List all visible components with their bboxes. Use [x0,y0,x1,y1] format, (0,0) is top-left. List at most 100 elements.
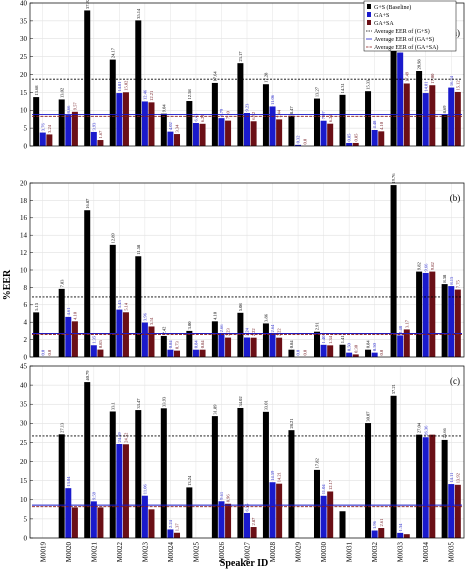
data-label-gasa: 2.22 [251,328,256,336]
data-label-gs: 2.91 [315,322,320,330]
bar-gasa [327,491,334,538]
x-tick-label: M0026 [218,542,226,563]
data-label-gs: 33.1 [110,402,115,410]
data-label-gasa: 4.10 [379,121,384,130]
data-label-gas: 9.23 [245,103,250,112]
data-label-gasa: 7.44 [277,109,282,118]
data-label-gasa: 24.52 [124,433,129,443]
bar-gas [295,144,302,146]
data-label-gs: 8.47 [289,106,294,115]
data-label-gas: 4.48 [372,120,377,129]
data-label-gas: 2.24 [245,327,250,336]
bar-gs [58,288,65,357]
bar-gs [288,115,295,146]
y-tick-label: 10 [20,496,28,504]
data-label-gs: 3.86 [264,313,269,322]
data-label-gas: 26.36 [423,425,428,436]
bar-gas [192,123,199,146]
bar-gas [346,352,353,357]
data-label-gasa: 4.10 [72,311,77,320]
bar-gasa [276,119,283,146]
data-label-gs: 15.33 [366,79,371,90]
y-tick-label: 10 [20,107,28,115]
data-label-gasa: 15.02 [124,81,129,91]
bar-gasa [199,123,206,146]
data-label-gs: 13.68 [34,85,39,96]
y-tick-label: 30 [20,420,28,428]
data-label-gs: 14.31 [340,83,345,93]
bar-gas [141,322,148,357]
data-label-gasa: 2.23 [226,327,231,336]
y-tick-label: 25 [20,439,28,447]
data-label-gs: 5.13 [34,302,39,311]
bar-gasa [97,140,104,146]
legend-label-gasa: GA+SA [374,21,394,27]
bar-gasa [327,345,334,357]
data-label-gas: 0.0 [40,349,45,355]
data-label-gs: 33.01 [264,400,269,410]
bar-gs [441,439,448,538]
x-tick-label: M0027 [244,542,252,563]
bar-gs [313,98,320,146]
bar-gs [58,434,65,538]
bar-gasa [174,532,181,538]
bar-gs [441,284,448,357]
bar-gs [84,210,91,357]
data-label-gasa: 12.17 [328,479,333,490]
bar-gasa [148,326,155,357]
data-label-gasa: 0.0 [302,349,307,355]
bar-gs [211,321,218,357]
data-label-gs: 28.21 [289,419,294,429]
data-label-gas: 2.48 [398,325,403,334]
legend-swatch-gasa [367,20,371,25]
bar-gs [160,408,167,538]
y-tick-label: 30 [20,35,28,43]
data-label-gs: 27.13 [59,422,64,433]
data-label-gs: 30.07 [366,411,371,422]
data-label-gasa: 0.0 [302,138,307,144]
bar-gas [397,52,404,146]
bar-gasa [378,131,385,146]
legend-swatch-gas [367,12,371,17]
bar-gs [262,84,269,146]
data-label-gs: 27.04 [417,422,422,433]
bar-gs [390,17,397,147]
plot-frame [29,2,465,147]
y-tick-label: 4 [24,319,28,327]
bar-gas [65,488,72,538]
data-label-gasa: 8.96 [226,494,231,503]
data-label-gasa: 0.0 [379,349,384,355]
bar-gs [237,407,244,538]
bar-gs [288,349,295,357]
data-label-gas: 1.40 [321,335,326,344]
bar-gasa [429,85,436,146]
data-label-gas: 8.15 [449,276,454,285]
data-label-gas: 11.04 [321,484,326,495]
data-label-gs: 11.58 [136,244,141,255]
bar-gas [397,335,404,357]
x-tick-label: M0030 [320,542,328,563]
bar-gas [90,345,97,357]
bar-gs [416,271,423,357]
data-label-gas: 14.81 [423,81,428,91]
x-axis-label: Speaker ID [220,558,268,569]
bar-gasa [46,134,53,146]
data-label-gasa: 0.30 [353,344,358,353]
bar-gs [33,312,40,357]
bar-gasa [148,509,155,538]
x-tick-label: M0020 [65,542,73,563]
data-label-gas: 1.96 [372,520,377,529]
data-label-gs: 37.21 [391,384,396,394]
data-label-gas: 16.34 [449,75,454,86]
bar-gs [365,349,372,357]
data-label-gas: 0.84 [168,340,173,349]
data-label-gas: 11.06 [270,94,275,105]
data-label-gs: 19.76 [391,173,396,184]
x-tick-label: M0025 [192,542,200,563]
data-label-gs: 9.82 [417,262,422,270]
bar-gasa [174,134,181,146]
plot-frame [29,365,465,539]
data-label-gasa: 6.24 [328,114,333,123]
